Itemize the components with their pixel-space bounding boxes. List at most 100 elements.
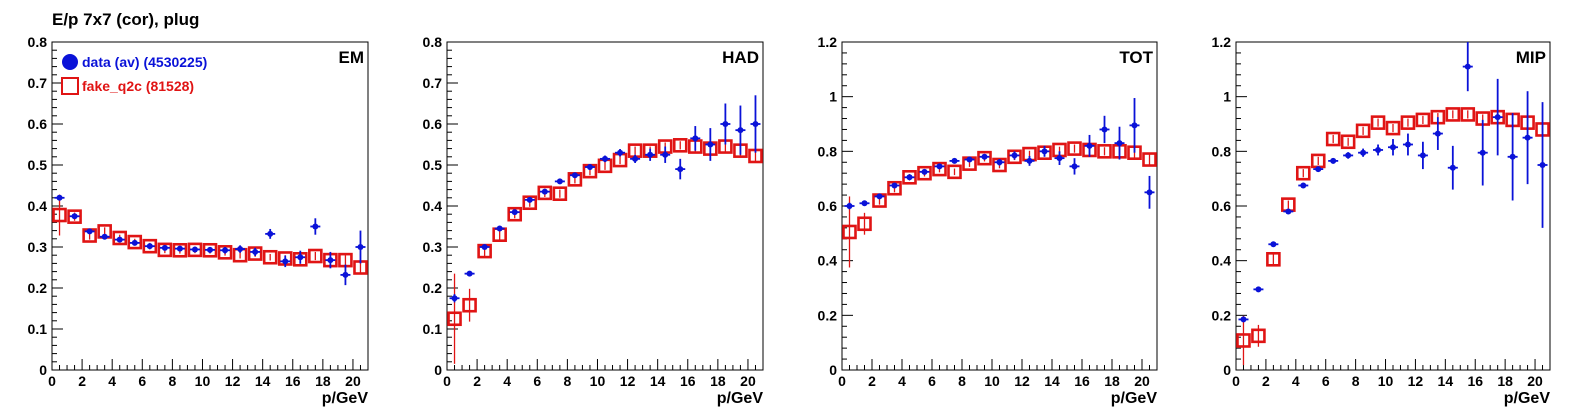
data-point (222, 247, 229, 254)
legend: data (av) (4530225) fake_q2c (81528) (61, 54, 207, 95)
y-tick-label: 0.6 (423, 116, 443, 132)
fake-point (112, 230, 128, 246)
x-tick-label: 2 (868, 373, 876, 389)
data-point (556, 178, 563, 185)
panel-label: TOT (1119, 48, 1153, 67)
data-point (131, 239, 138, 246)
data-point (951, 157, 958, 164)
y-tick-label: 0.2 (1212, 307, 1232, 323)
data-point (1539, 162, 1546, 168)
data-point (1479, 149, 1486, 156)
fake-point (1251, 328, 1266, 344)
data-point (1255, 286, 1262, 293)
data-point (722, 121, 729, 127)
y-tick-label: 0.5 (28, 157, 48, 173)
data-point (1494, 114, 1501, 121)
data-point (267, 230, 274, 237)
fake-point (1355, 123, 1371, 139)
y-tick-label: 0.6 (818, 198, 838, 214)
data-point (327, 257, 334, 264)
legend-data-label: data (av) (4530225) (82, 54, 207, 70)
fake-point (1340, 134, 1356, 150)
y-tick-label: 0.7 (423, 75, 443, 91)
y-tick-label: 1.2 (818, 34, 838, 50)
x-tick-label: 0 (1232, 373, 1240, 389)
data-point (101, 233, 108, 240)
x-tick-label: 2 (1262, 373, 1270, 389)
data-point (966, 156, 973, 163)
data-point (1419, 152, 1426, 159)
data-point (146, 243, 153, 250)
panel-had: 0 2 4 6 8 10 12 14 16 18 20 0 0.1 0.2 0.3 0.4 0.5 0.6 0.7 0… (423, 34, 764, 407)
y-tick-label: 0.1 (423, 321, 443, 337)
data-point (511, 209, 518, 216)
fake-point (127, 234, 143, 250)
x-tick-label: 18 (1104, 373, 1120, 389)
x-tick-label: 4 (1292, 373, 1300, 389)
data-point (996, 159, 1003, 166)
y-tick-label: 0 (1223, 362, 1231, 378)
data-point (176, 245, 183, 252)
data-point (1270, 241, 1277, 248)
y-tick-label: 0.4 (818, 253, 838, 269)
x-tick-label: 6 (138, 373, 146, 389)
x-tick-label: 8 (168, 373, 176, 389)
data-point (1041, 148, 1048, 155)
x-tick-label: 8 (958, 373, 966, 389)
fake-point (1385, 120, 1401, 136)
fake-point (902, 170, 917, 185)
data-point (906, 174, 913, 181)
y-tick-label: 0.5 (423, 157, 443, 173)
plot-frame (446, 41, 764, 371)
x-tick-label: 0 (838, 373, 846, 389)
data-point (191, 246, 198, 253)
fake-point (447, 311, 462, 327)
x-tick-label: 16 (1467, 373, 1483, 389)
data-point (1146, 189, 1153, 196)
data-point (1345, 152, 1352, 159)
fake-point (1370, 115, 1386, 130)
x-tick-label: 0 (443, 373, 451, 389)
data-point (1404, 141, 1411, 148)
data-point (466, 270, 473, 277)
fake-point (947, 164, 962, 180)
data-point (237, 246, 244, 253)
x-tick-label: 14 (650, 373, 666, 389)
data-point (86, 228, 93, 235)
y-tick-label: 0.8 (1212, 143, 1232, 159)
data-point (1086, 142, 1093, 149)
y-tick-label: 0.4 (423, 198, 443, 214)
data-point (846, 203, 853, 209)
fake-point (1460, 107, 1476, 122)
data-point (1464, 63, 1471, 70)
data-point (602, 155, 608, 162)
x-tick-label: 8 (563, 373, 571, 389)
x-axis-title: p/GeV (1111, 390, 1158, 407)
x-tick-label: 14 (255, 373, 271, 389)
fake-point (67, 209, 82, 224)
data-point (571, 172, 578, 179)
y-tick-label: 0.8 (818, 143, 838, 159)
x-tick-label: 16 (1074, 373, 1090, 389)
data-point (312, 223, 319, 230)
x-axis-title: p/GeV (717, 390, 764, 407)
data-point (207, 246, 213, 253)
x-axis-title: p/GeV (1504, 390, 1551, 407)
data-point (1240, 316, 1247, 323)
panel-mip: 0 2 4 6 8 10 12 14 16 18 20 0 0.2 0.4 0.6 0.8 1 1.2 p/GeV M… (1212, 34, 1551, 407)
panel-label: MIP (1516, 48, 1546, 67)
data-point (662, 151, 669, 158)
fake-point (1236, 333, 1251, 348)
y-tick-label: 0.2 (28, 280, 48, 296)
x-tick-label: 6 (533, 373, 541, 389)
fake-point (1325, 131, 1341, 147)
x-tick-label: 4 (503, 373, 511, 389)
x-tick-label: 12 (1014, 373, 1030, 389)
legend-fake-label: fake_q2c (81528) (82, 78, 194, 94)
data-point (481, 244, 488, 250)
data-point (752, 121, 759, 127)
y-tick-label: 0 (829, 362, 837, 378)
plot-frame (841, 41, 1158, 371)
x-tick-label: 12 (1408, 373, 1424, 389)
x-tick-label: 10 (1378, 373, 1394, 389)
